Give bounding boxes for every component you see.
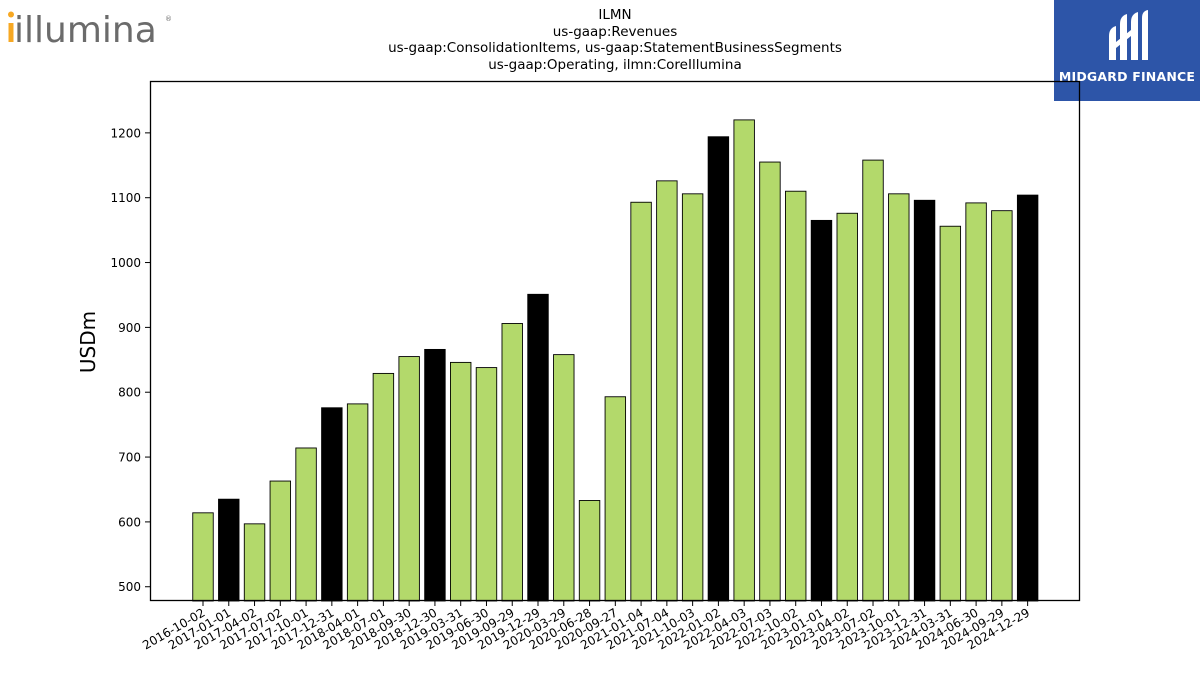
bar-2016-10-02	[192, 512, 214, 602]
chart-title: ILMN us-gaap:Revenues us-gaap:Consolidat…	[300, 7, 930, 73]
bar-2023-07-02	[862, 159, 884, 602]
bar-2021-07-04	[656, 180, 678, 602]
bar-2021-01-04	[630, 201, 652, 602]
bar-2019-12-29	[527, 293, 549, 602]
y-tick-label: 700	[118, 451, 141, 465]
bar-2023-12-31	[913, 199, 936, 602]
bar-2022-01-02	[707, 136, 730, 602]
y-tick-label: 1200	[110, 126, 141, 140]
chart-title-concept: us-gaap:Revenues	[552, 23, 678, 40]
bar-2017-04-02	[243, 523, 266, 602]
bar-2023-01-01	[810, 219, 833, 602]
bar-2020-06-28	[578, 500, 601, 602]
bar-2018-07-01	[372, 372, 395, 602]
bars-layer	[192, 119, 1039, 602]
bar-2021-10-03	[681, 193, 704, 602]
bar-2017-12-31	[321, 407, 343, 602]
bar-2022-07-03	[759, 161, 781, 602]
bar-2019-06-30	[475, 367, 498, 602]
bar-2018-09-30	[398, 356, 420, 602]
svg-text:®: ®	[165, 15, 172, 23]
bar-2023-10-01	[888, 193, 910, 602]
y-tick-label: 900	[118, 321, 141, 335]
chart-title-members: us-gaap:Operating, ilmn:CoreIllumina	[488, 56, 742, 73]
chart-title-axes: us-gaap:ConsolidationItems, us-gaap:Stat…	[388, 40, 842, 56]
y-tick-label: 800	[118, 386, 141, 400]
y-tick-label: 1100	[110, 191, 141, 205]
bar-2017-10-01	[295, 447, 317, 602]
bar-2017-07-02	[269, 480, 292, 602]
y-axis-label: USDm	[76, 311, 100, 373]
bar-2024-09-29	[991, 210, 1013, 602]
bar-2019-03-31	[450, 361, 472, 602]
y-tick-label: 600	[118, 515, 141, 529]
y-axis: 500 600 700 800 900 1000 1100 1200	[110, 126, 150, 594]
bar-2024-03-31	[939, 225, 962, 602]
illumina-logo: illumina ®	[8, 10, 172, 46]
bar-2023-04-02	[836, 212, 858, 602]
midgard-finance-logo: MIDGARD FINANCE	[1054, 0, 1200, 101]
bar-2017-01-01	[218, 498, 240, 602]
chart-title-ticker: ILMN	[598, 7, 632, 23]
illumina-logo-text: illumina	[14, 10, 157, 46]
bar-2018-12-30	[424, 348, 446, 602]
midgard-finance-label: MIDGARD FINANCE	[1058, 69, 1196, 84]
bar-2020-03-29	[553, 354, 575, 602]
plot-frame	[149, 80, 1081, 602]
bar-2020-09-27	[604, 396, 627, 602]
bar-2019-09-29	[501, 323, 523, 602]
bar-2018-04-01	[346, 403, 369, 602]
y-tick-label: 500	[118, 580, 141, 594]
bar-2024-06-30	[965, 202, 987, 602]
bar-2022-04-03	[733, 119, 755, 602]
bar-2024-12-29	[1016, 194, 1039, 602]
midgard-emblem-icon	[1109, 10, 1148, 60]
y-tick-label: 1000	[110, 256, 141, 270]
x-axis: 2016-10-022017-01-012017-04-022017-07-02…	[140, 601, 1032, 652]
bar-2022-10-02	[785, 190, 807, 602]
